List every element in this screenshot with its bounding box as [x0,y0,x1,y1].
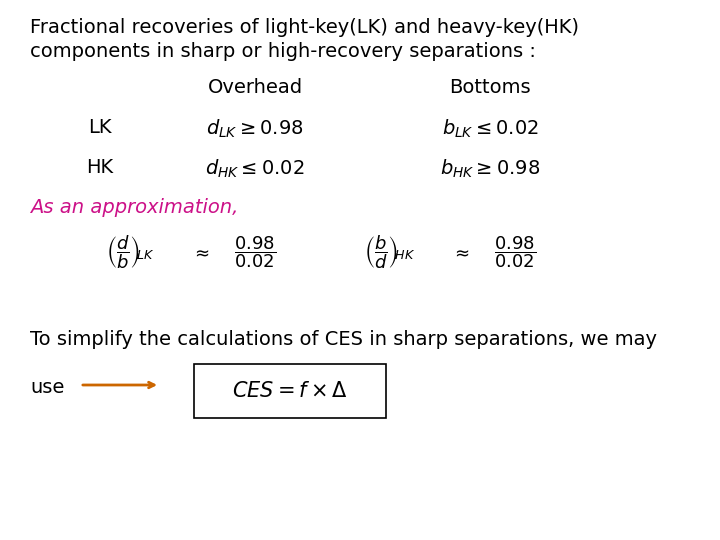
Text: Fractional recoveries of light-key(LK) and heavy-key(HK): Fractional recoveries of light-key(LK) a… [30,18,579,37]
Text: LK: LK [89,118,112,137]
FancyBboxPatch shape [194,364,386,418]
Text: use: use [30,378,64,397]
Text: To simplify the calculations of CES in sharp separations, we may: To simplify the calculations of CES in s… [30,330,657,349]
Text: HK: HK [86,158,114,177]
Text: As an approximation,: As an approximation, [30,198,238,217]
Text: Bottoms: Bottoms [449,78,531,97]
Text: $b_{HK} \geq 0.98$: $b_{HK} \geq 0.98$ [440,158,540,180]
Text: $\left(\dfrac{b}{d}\right)_{\!\!HK}$: $\left(\dfrac{b}{d}\right)_{\!\!HK}$ [364,233,415,271]
Text: $\dfrac{0.98}{0.02}$: $\dfrac{0.98}{0.02}$ [494,234,536,270]
Text: $d_{HK} \leq 0.02$: $d_{HK} \leq 0.02$ [205,158,305,180]
Text: $d_{LK} \geq 0.98$: $d_{LK} \geq 0.98$ [206,118,304,140]
Text: components in sharp or high-recovery separations :: components in sharp or high-recovery sep… [30,42,536,61]
Text: $\approx$: $\approx$ [451,243,469,261]
Text: $\approx$: $\approx$ [191,243,210,261]
Text: $CES = f \times \Delta$: $CES = f \times \Delta$ [232,381,348,401]
Text: $\dfrac{0.98}{0.02}$: $\dfrac{0.98}{0.02}$ [234,234,276,270]
Text: $\left(\dfrac{d}{b}\right)_{\!\!LK}$: $\left(\dfrac{d}{b}\right)_{\!\!LK}$ [106,233,154,271]
Text: Overhead: Overhead [207,78,302,97]
Text: $b_{LK} \leq 0.02$: $b_{LK} \leq 0.02$ [441,118,539,140]
